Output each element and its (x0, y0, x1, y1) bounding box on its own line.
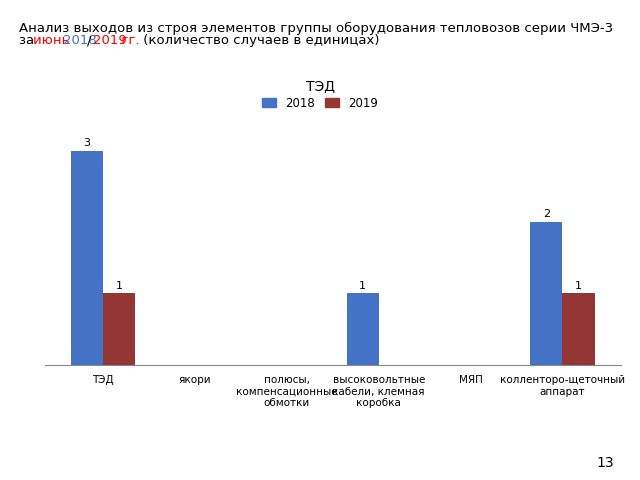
Bar (563, 293, 595, 365)
Text: 1: 1 (116, 281, 123, 290)
Text: за: за (19, 34, 38, 48)
Bar (347, 293, 379, 365)
Text: (количество случаев в единицах): (количество случаев в единицах) (139, 34, 380, 48)
Legend: 2018, 2019: 2018, 2019 (259, 95, 381, 112)
Text: гг.: гг. (117, 34, 140, 48)
Text: /: / (87, 34, 92, 48)
Bar (71, 151, 103, 365)
Text: 1: 1 (359, 281, 366, 290)
Text: Анализ выходов из строя элементов группы оборудования тепловозов серии ЧМЭ-3: Анализ выходов из строя элементов группы… (19, 22, 613, 35)
Text: 2018: 2018 (63, 34, 97, 48)
Text: 1: 1 (575, 281, 582, 290)
Text: 2: 2 (543, 209, 550, 219)
Text: 3: 3 (84, 138, 90, 148)
Text: июнь: июнь (33, 34, 74, 48)
Text: 2019: 2019 (93, 34, 127, 48)
Bar (531, 222, 563, 365)
Text: 13: 13 (596, 456, 614, 470)
Bar (103, 293, 135, 365)
Text: ТЭД: ТЭД (305, 79, 335, 93)
